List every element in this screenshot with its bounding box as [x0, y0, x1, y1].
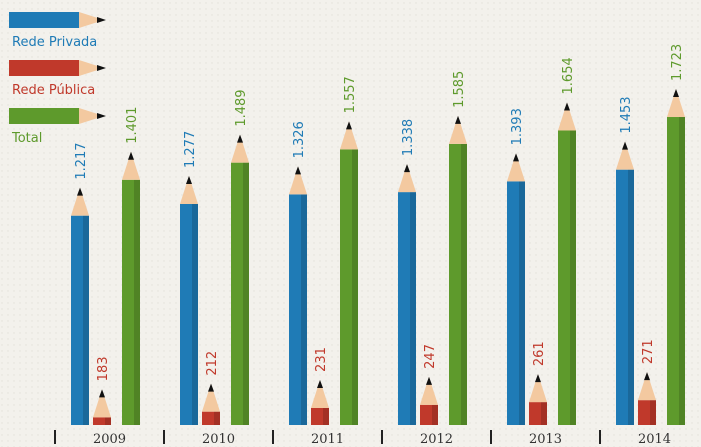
value-label: 1.338	[401, 119, 416, 156]
value-label: 183	[96, 356, 111, 381]
pencil-shade	[105, 417, 111, 425]
x-tick-label: 2013	[529, 432, 562, 447]
pencil-shade	[323, 408, 329, 425]
value-label: 1.723	[670, 44, 685, 81]
legend-pencil-body	[9, 12, 79, 28]
bar	[231, 135, 249, 425]
pencil-shade	[352, 149, 358, 425]
bar	[340, 121, 358, 425]
value-label: 231	[314, 347, 329, 372]
value-label: 261	[532, 341, 547, 366]
legend-pencil-body	[9, 108, 79, 124]
pencil-shade	[432, 405, 438, 425]
pencil-shade	[301, 194, 307, 425]
value-label: 1.326	[292, 121, 307, 158]
value-label: 1.277	[183, 131, 198, 168]
value-label: 271	[641, 339, 656, 364]
legend-label: Rede Pública	[12, 83, 95, 98]
bar	[180, 176, 198, 425]
x-tick-label: 2012	[420, 432, 453, 447]
bar	[398, 164, 416, 425]
pencil-shade	[461, 144, 467, 425]
value-label: 1.557	[343, 76, 358, 113]
bar	[289, 166, 307, 425]
bar	[449, 116, 467, 425]
value-label: 1.401	[125, 107, 140, 144]
pencil-shade	[83, 216, 89, 425]
pencil-shade	[410, 192, 416, 425]
pencil-shade	[628, 170, 634, 425]
value-label: 212	[205, 351, 220, 376]
value-label: 247	[423, 344, 438, 369]
legend-pencil-body	[9, 60, 79, 76]
x-tick-label: 2009	[93, 432, 126, 447]
chart: 2009 1.217 183 1.401 2010 1.277 212 1.489 2011 1.…	[0, 0, 701, 447]
legend-label: Total	[11, 131, 42, 146]
value-label: 1.489	[234, 89, 249, 126]
bar	[71, 188, 89, 425]
value-label: 1.217	[74, 142, 89, 179]
pencil-shade	[192, 204, 198, 425]
value-label: 1.453	[619, 96, 634, 133]
x-tick-label: 2014	[638, 432, 671, 447]
pencil-shade	[570, 130, 576, 425]
pencil-shade	[650, 400, 656, 425]
value-label: 1.654	[561, 57, 576, 94]
pencil-shade	[134, 180, 140, 425]
pencil-shade	[519, 181, 525, 425]
x-tick-label: 2011	[311, 432, 344, 447]
bar	[558, 102, 576, 425]
bar	[122, 152, 140, 425]
bar	[507, 153, 525, 425]
bar	[616, 142, 634, 425]
x-tick-label: 2010	[202, 432, 235, 447]
value-label: 1.585	[452, 71, 467, 108]
page: 2009 1.217 183 1.401 2010 1.277 212 1.489 2011 1.…	[0, 0, 701, 447]
legend-label: Rede Privada	[12, 35, 97, 50]
pencil-shade	[679, 117, 685, 425]
pencil-shade	[214, 412, 220, 425]
pencil-shade	[243, 163, 249, 425]
bar	[667, 89, 685, 425]
pencil-shade	[541, 402, 547, 425]
value-label: 1.393	[510, 108, 525, 145]
